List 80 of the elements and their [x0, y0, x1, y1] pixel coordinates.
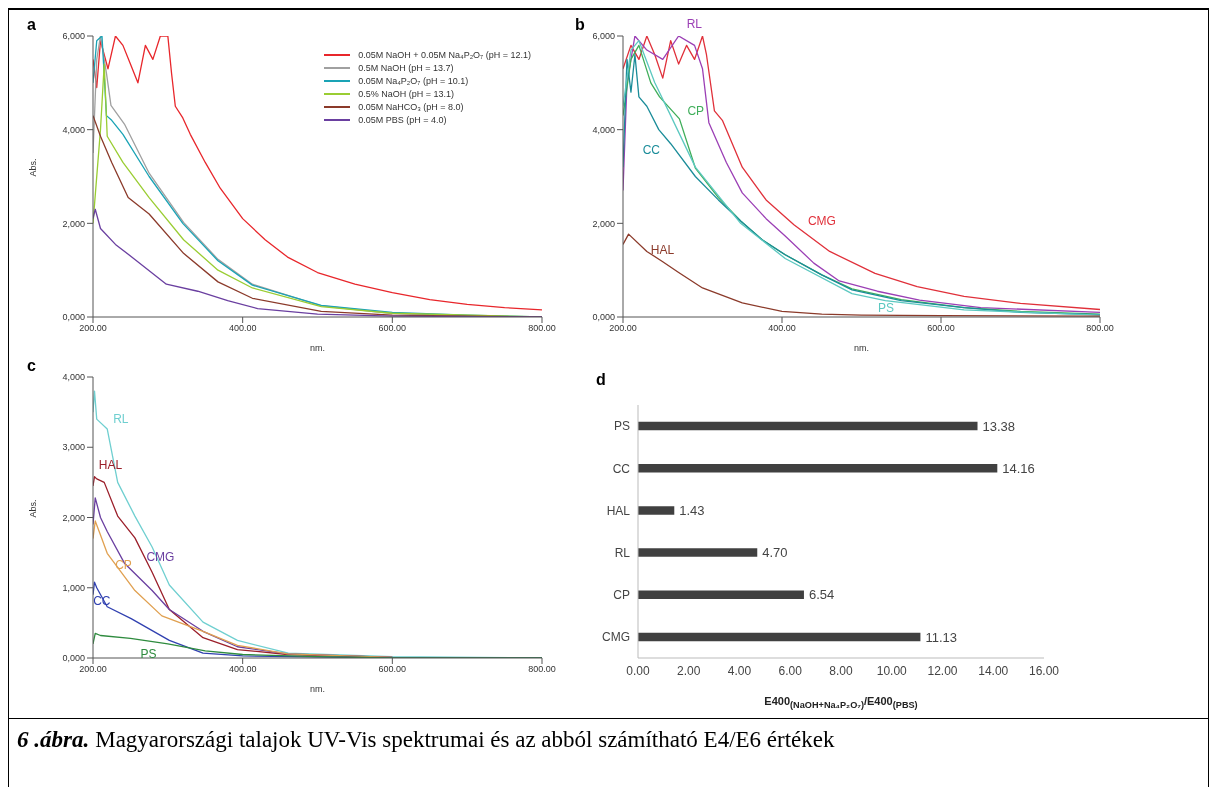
legend-label: 0.05M Na₄P₂O₇ (pH = 10.1) [358, 76, 469, 86]
x-tick-label: 16.00 [1028, 663, 1060, 678]
legend-label: 0.5% NaOH (pH = 13.1) [358, 89, 454, 99]
data-label: 11.13 [925, 629, 957, 645]
y-tick-label: 6,000 [592, 31, 615, 42]
x-axis-title: nm. [853, 343, 870, 353]
y-tick-label: 0,000 [62, 653, 85, 664]
y-tick-label: CP [613, 588, 630, 603]
x-tick-label: 400.00 [228, 323, 257, 334]
x-tick-label: 6.00 [778, 663, 803, 678]
legend-label: 0.5M NaOH (pH = 13.7) [358, 63, 454, 73]
legend-label: 0.05M PBS (pH = 4.0) [358, 115, 447, 125]
y-tick-label: 0,000 [62, 312, 85, 323]
bar [638, 421, 978, 431]
series-label: RL [113, 411, 129, 426]
x-tick-label: 400.00 [228, 664, 257, 675]
x-tick-label: 12.00 [927, 663, 958, 678]
x-tick-label: 200.00 [609, 323, 637, 334]
y-tick-label: 0,000 [592, 312, 615, 323]
y-tick-label: 4,000 [62, 372, 85, 383]
text: Magyarországi talajok UV-Vis spektrumai és az abból számítható E4/E6 értékek [95, 727, 835, 752]
bar [638, 548, 758, 557]
legend-label: 0.05M NaHCO₃ (pH = 8.0) [358, 102, 464, 112]
series-label: HAL [650, 242, 675, 257]
series-label: CMG [807, 213, 836, 228]
data-label: 14.16 [1002, 460, 1035, 476]
series-label: PS [877, 300, 894, 315]
chart-title: b [575, 16, 585, 34]
bar [638, 590, 804, 599]
x-tick-label: 600.00 [378, 664, 407, 675]
data-label: 6.54 [808, 587, 835, 603]
y-tick-label: CC [612, 461, 631, 476]
x-tick-label: 600.00 [927, 323, 955, 334]
y-axis-title: Abs. [28, 499, 39, 518]
series-label: RL [686, 17, 703, 31]
y-tick-label: 3,000 [62, 442, 85, 453]
chart-title: c [27, 357, 36, 375]
x-tick-label: 8.00 [829, 663, 853, 678]
y-tick-label: 1,000 [62, 582, 85, 593]
y-tick-label: 2,000 [62, 218, 85, 229]
y-tick-label: 6,000 [62, 31, 85, 42]
bar [638, 506, 675, 515]
series-label: CP [687, 103, 705, 118]
x-tick-label: 200.00 [79, 664, 107, 675]
y-tick-label: 4,000 [592, 124, 615, 135]
y-tick-label: RL [614, 545, 631, 560]
text: 6 .ábra. [17, 727, 90, 752]
chart-title: d [596, 371, 606, 389]
legend-label: 0.05M NaOH + 0.05M Na₄P₂O₇ (pH = 12.1) [358, 50, 531, 60]
x-tick-label: 0.00 [626, 663, 650, 678]
x-axis-title: nm. [309, 684, 326, 694]
x-tick-label: 800.00 [528, 664, 556, 675]
y-axis-title: Abs. [28, 158, 39, 177]
series-label: CC [642, 142, 661, 157]
x-axis-title: E400$_{(NaOH+Na₄P₂O₇)}$/E400$_{(PBS)}$ [763, 694, 919, 710]
x-tick-label: 4.00 [727, 663, 752, 678]
y-tick-label: CMG [602, 630, 630, 645]
x-tick-label: 800.00 [1086, 323, 1114, 334]
x-tick-label: 2.00 [677, 663, 701, 678]
series-label: PS [140, 647, 157, 662]
data-label: 4.70 [762, 545, 788, 561]
bar [638, 464, 998, 473]
x-tick-label: 400.00 [768, 323, 796, 334]
y-tick-label: HAL [606, 503, 631, 518]
series-label: CMG [146, 550, 175, 565]
chart-title: a [27, 16, 36, 34]
y-tick-label: PS [613, 419, 630, 434]
x-tick-label: 10.00 [876, 663, 908, 678]
y-tick-label: 2,000 [62, 512, 85, 523]
data-label: 13.38 [982, 418, 1016, 434]
x-tick-label: 14.00 [978, 663, 1009, 678]
y-tick-label: 2,000 [592, 218, 615, 229]
bar [638, 632, 921, 642]
x-tick-label: 600.00 [378, 323, 407, 334]
y-tick-label: 4,000 [62, 124, 85, 135]
x-tick-label: 200.00 [79, 323, 107, 334]
x-tick-label: 800.00 [528, 323, 556, 334]
x-axis-title: nm. [309, 343, 326, 353]
data-label: 1.43 [679, 503, 705, 519]
series-label: HAL [98, 457, 123, 472]
